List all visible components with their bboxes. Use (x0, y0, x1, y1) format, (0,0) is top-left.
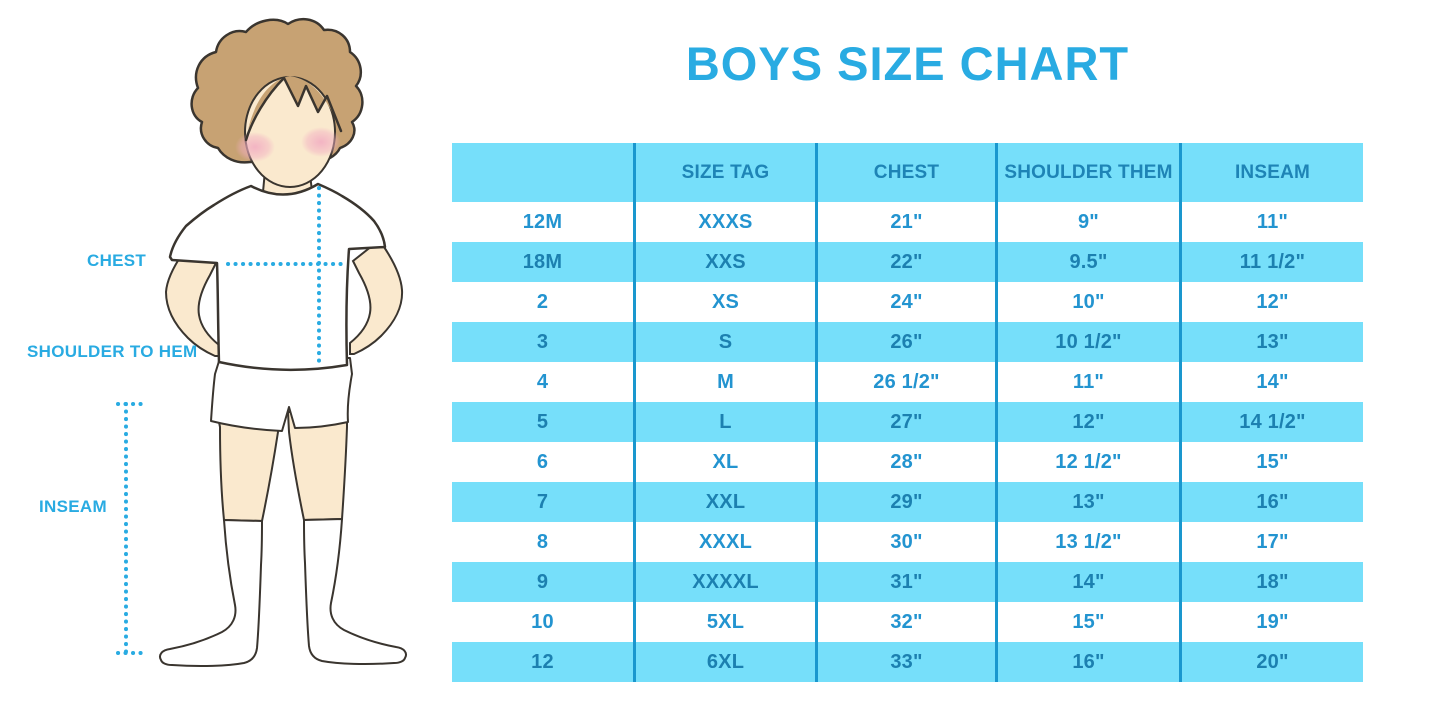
header-cell: SHOULDER THEM (995, 143, 1179, 202)
value-cell: M (633, 362, 815, 402)
size-cell: 8 (536, 530, 549, 553)
value-cell: 11" (995, 362, 1179, 402)
hair-bangs-line (244, 76, 343, 142)
value-cell: 12 1/2" (995, 442, 1179, 482)
hair-bangs (246, 76, 340, 140)
header-cell: SIZE TAG (633, 143, 815, 202)
value-cell: 5XL (633, 602, 815, 642)
value-cell: 29" (815, 482, 995, 522)
size-table-header-row: SIZE TAG CHEST SHOULDER THEM INSEAM (452, 143, 1363, 202)
blush-right (301, 127, 341, 157)
size-cell: 4 (536, 370, 549, 393)
right-arm (349, 240, 404, 355)
value-cell: 13" (1179, 322, 1363, 362)
value-cell: 12" (995, 402, 1179, 442)
size-cell: 3 (536, 330, 549, 353)
size-cell: 6 (536, 450, 549, 473)
size-cell: 9 (536, 570, 549, 593)
value-cell: XXS (633, 242, 815, 282)
value-cell: 16" (1179, 482, 1363, 522)
table-row: 8 XXXL 30" 13 1/2" 17" (452, 522, 1363, 562)
value-cell: 24" (815, 282, 995, 322)
chest-label: CHEST (87, 251, 147, 270)
value-cell: XL (633, 442, 815, 482)
shorts (210, 357, 353, 432)
value-cell: 31" (815, 562, 995, 602)
page-title: BOYS SIZE CHART (685, 37, 1130, 90)
value-cell: 14 1/2" (1179, 402, 1363, 442)
size-cell: 12 (531, 650, 554, 673)
size-cell: 12M (522, 210, 563, 233)
header-cell: CHEST (815, 143, 995, 202)
value-cell: 21" (815, 202, 995, 242)
value-cell: 19" (1179, 602, 1363, 642)
boy-figure-svg (116, 17, 407, 668)
value-cell: 15" (995, 602, 1179, 642)
table-row: 5 L 27" 12" 14 1/2" (452, 402, 1363, 442)
value-cell: 20" (1179, 642, 1363, 682)
value-cell: 10" (995, 282, 1179, 322)
table-row: 9 XXXXL 31" 14" 18" (452, 562, 1363, 602)
value-cell: 32" (815, 602, 995, 642)
table-row: 2 XS 24" 10" 12" (452, 282, 1363, 322)
table-row: 3 S 26" 10 1/2" 13" (452, 322, 1363, 362)
size-table-body: 12M XXXS 21" 9" 11" 18M XXS 22" 9.5" 11 1/2" 2 XS 24… (452, 202, 1363, 682)
value-cell: 33" (815, 642, 995, 682)
size-cell: 2 (536, 290, 549, 313)
value-cell: 13" (995, 482, 1179, 522)
table-row: 12 6XL 33" 16" 20" (452, 642, 1363, 682)
value-cell: S (633, 322, 815, 362)
table-row: 12M XXXS 21" 9" 11" (452, 202, 1363, 242)
value-cell: 14" (995, 562, 1179, 602)
header-cell: INSEAM (1179, 143, 1363, 202)
size-cell: 7 (536, 490, 549, 513)
boy-illustration (0, 0, 452, 723)
value-cell: XXXXL (633, 562, 815, 602)
size-cell: 5 (536, 410, 549, 433)
table-row: 6 XL 28" 12 1/2" 15" (452, 442, 1363, 482)
size-cell: 18M (522, 250, 563, 273)
value-cell: XXXL (633, 522, 815, 562)
value-cell: 17" (1179, 522, 1363, 562)
right-sock (302, 517, 407, 666)
value-cell: 16" (995, 642, 1179, 682)
blush-left (235, 132, 275, 162)
value-cell: 11 1/2" (1179, 242, 1363, 282)
value-cell: 27" (815, 402, 995, 442)
value-cell: 22" (815, 242, 995, 282)
value-cell: XXL (633, 482, 815, 522)
value-cell: 28" (815, 442, 995, 482)
table-row: 18M XXS 22" 9.5" 11 1/2" (452, 242, 1363, 282)
value-cell: L (633, 402, 815, 442)
value-cell: 11" (1179, 202, 1363, 242)
value-cell: 15" (1179, 442, 1363, 482)
value-cell: 6XL (633, 642, 815, 682)
t-shirt (168, 182, 387, 372)
shoulder-to-hem-label: SHOULDER TO HEM (27, 342, 198, 361)
value-cell: 10 1/2" (995, 322, 1179, 362)
size-cell: 10 (531, 610, 554, 633)
table-row: 7 XXL 29" 13" 16" (452, 482, 1363, 522)
value-cell: XXXS (633, 202, 815, 242)
value-cell: 14" (1179, 362, 1363, 402)
value-cell: 12" (1179, 282, 1363, 322)
value-cell: 13 1/2" (995, 522, 1179, 562)
header-cell (452, 143, 633, 202)
value-cell: 9.5" (995, 242, 1179, 282)
inseam-label: INSEAM (39, 497, 107, 516)
value-cell: 9" (995, 202, 1179, 242)
value-cell: 26 1/2" (815, 362, 995, 402)
left-sock (159, 518, 264, 668)
table-row: 10 5XL 32" 15" 19" (452, 602, 1363, 642)
table-row: 4 M 26 1/2" 11" 14" (452, 362, 1363, 402)
value-cell: 26" (815, 322, 995, 362)
size-table: SIZE TAG CHEST SHOULDER THEM INSEAM 12M XXXS… (452, 143, 1363, 682)
value-cell: XS (633, 282, 815, 322)
value-cell: 18" (1179, 562, 1363, 602)
value-cell: 30" (815, 522, 995, 562)
